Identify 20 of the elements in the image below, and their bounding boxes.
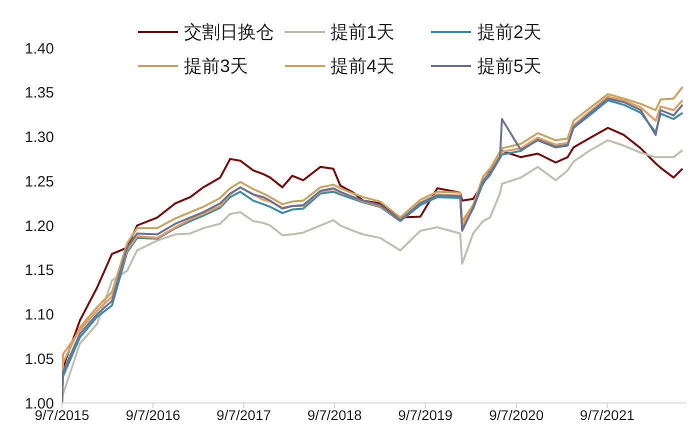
y-tick-label: 1.30 (24, 129, 54, 146)
y-tick-label: 1.35 (24, 84, 54, 102)
legend-label: 提前2天 (477, 21, 542, 44)
legend-label: 提前1天 (330, 21, 395, 44)
x-tick-label: 9/7/2018 (307, 406, 362, 423)
legend-label: 提前5天 (477, 55, 542, 78)
y-tick-label: 1.15 (24, 262, 54, 280)
legend-label: 提前4天 (330, 55, 395, 78)
x-tick-label: 9/7/2021 (580, 406, 635, 423)
y-tick-label: 1.25 (24, 173, 54, 190)
x-tick-label: 9/7/2017 (216, 406, 272, 423)
y-tick-label: 1.10 (24, 306, 54, 324)
x-tick-label: 9/7/2020 (489, 406, 544, 423)
legend-label: 提前3天 (184, 55, 248, 78)
x-tick-label: 9/7/2016 (126, 406, 180, 423)
y-tick-label: 1.05 (24, 350, 54, 368)
y-tick-label: 1.40 (24, 40, 54, 58)
y-tick-label: 1.20 (24, 218, 54, 235)
x-tick-label: 9/7/2019 (398, 406, 453, 423)
legend-label: 交割日换仓 (184, 21, 274, 44)
